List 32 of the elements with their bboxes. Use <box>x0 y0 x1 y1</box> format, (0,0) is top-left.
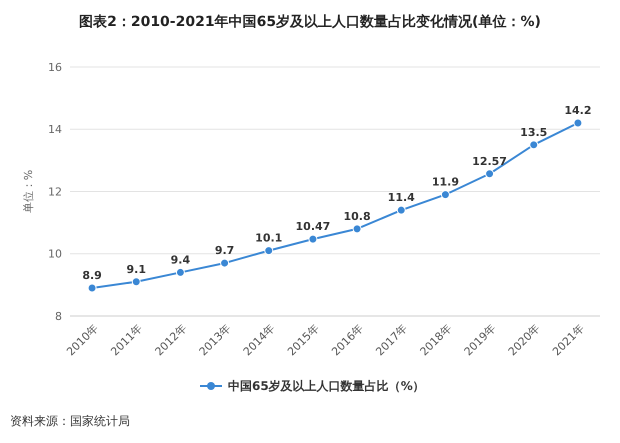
text: 资料来源：国家统计局 <box>10 414 130 428</box>
y-tick-label: 16 <box>48 60 62 74</box>
point <box>132 277 141 286</box>
data-label: 11.9 <box>432 176 459 189</box>
y-axis-title: 单位：% <box>22 170 35 214</box>
point <box>396 206 406 215</box>
data-label: 11.4 <box>388 191 416 204</box>
data-label: 13.5 <box>520 126 548 139</box>
point <box>264 246 274 256</box>
data-label: 9.1 <box>126 262 146 276</box>
point <box>308 234 318 244</box>
data-label: 10.47 <box>296 220 330 234</box>
data-label: 8.9 <box>82 268 102 282</box>
y-tick-label: 14 <box>48 123 62 136</box>
point <box>440 190 450 200</box>
y-tick-label: 12 <box>48 185 62 198</box>
point <box>352 224 362 234</box>
point <box>485 169 494 178</box>
y-tick-label: 8 <box>55 310 62 323</box>
point <box>176 268 185 277</box>
point <box>529 140 538 150</box>
legend-label: 中国65岁及以上人口数量占比（%） <box>228 379 425 394</box>
data-label: 14.2 <box>564 104 592 118</box>
point <box>88 284 97 292</box>
data-label: 10.1 <box>255 232 282 245</box>
data-label: 12.57 <box>472 154 507 168</box>
data-label: 9.4 <box>170 253 190 266</box>
point <box>220 258 230 268</box>
chart-title: 图表2：2010-2021年中国65岁及以上人口数量占比变化情况(单位：%) <box>79 13 541 30</box>
y-tick-label: 10 <box>48 248 62 261</box>
data-label: 9.7 <box>214 244 234 258</box>
data-label: 10.8 <box>344 210 371 223</box>
